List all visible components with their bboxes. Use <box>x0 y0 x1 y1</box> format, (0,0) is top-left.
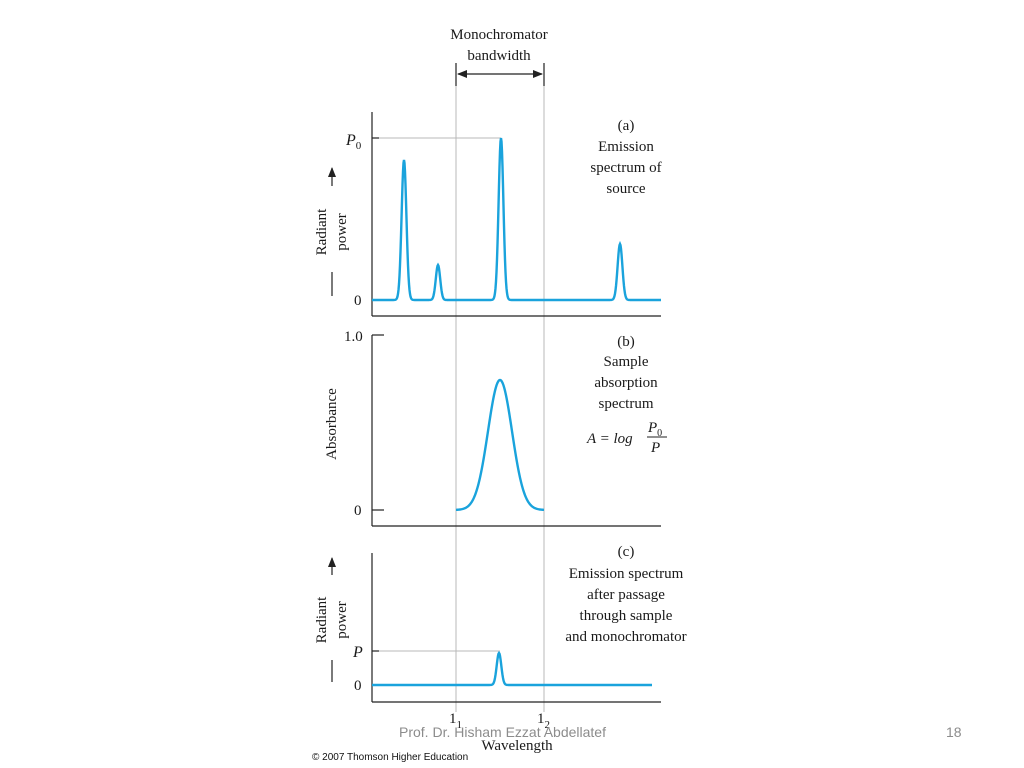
panel-a-caption-2: spectrum of <box>590 160 661 176</box>
absorption-curve <box>455 378 545 512</box>
panel-c-caption-3: through sample <box>580 608 673 624</box>
panel-c: P 0 Radiant power (c) Emission spectrum … <box>314 544 687 703</box>
formula-numerator: P0 <box>647 420 662 439</box>
panel-a-letter: (a) <box>618 118 635 134</box>
panel-c-caption-2: after passage <box>587 587 665 603</box>
panel-b-zero-label: 0 <box>354 503 362 519</box>
bandwidth-title-line2: bandwidth <box>467 48 531 64</box>
panel-c-p-label: P <box>352 644 363 661</box>
panel-c-letter: (c) <box>618 544 635 560</box>
panel-b: 1.0 0 Absorbance (b) Sample absorption s… <box>324 329 667 527</box>
panel-a-caption-3: source <box>606 181 645 197</box>
formula-denominator: P <box>650 440 660 456</box>
panel-a-caption-1: Emission <box>598 139 654 155</box>
copyright-notice: © 2007 Thomson Higher Education <box>312 752 469 763</box>
lambda1-label: 11 <box>449 711 462 731</box>
panel-c-zero-label: 0 <box>354 678 362 694</box>
panel-a: P0 0 Radiant power (a) Emission spectrum… <box>314 112 662 317</box>
bandwidth-title-line1: Monochromator <box>450 27 547 43</box>
panel-b-caption-1: Sample <box>604 354 649 370</box>
panel-c-ylabel-power: power <box>334 601 350 639</box>
panel-c-ylabel-radiant: Radiant <box>314 596 330 643</box>
panel-a-ylabel-radiant: Radiant <box>314 208 330 255</box>
transmitted-emission-curve <box>372 650 652 687</box>
slide-footer-author: Prof. Dr. Hisham Ezzat Abdellatef <box>399 724 606 740</box>
source-emission-curve <box>372 137 661 302</box>
panel-b-caption-3: spectrum <box>599 396 654 412</box>
wavelength-axis-label: Wavelength <box>481 738 553 754</box>
panel-a-zero-label: 0 <box>354 293 362 309</box>
lambda2-label: 12 <box>537 711 550 731</box>
panel-b-letter: (b) <box>617 334 635 350</box>
panel-b-caption-2: absorption <box>594 375 658 391</box>
panel-c-caption-1: Emission spectrum <box>569 566 684 582</box>
panel-b-top-label: 1.0 <box>344 329 363 345</box>
slide-page-number: 18 <box>946 724 962 740</box>
panel-c-caption-4: and monochromator <box>565 629 686 645</box>
panel-b-ylabel: Absorbance <box>324 388 340 460</box>
formula-lhs: A = log <box>586 431 633 447</box>
panel-a-ylabel-power: power <box>334 213 350 251</box>
panel-a-p0-label: P0 <box>345 132 362 152</box>
